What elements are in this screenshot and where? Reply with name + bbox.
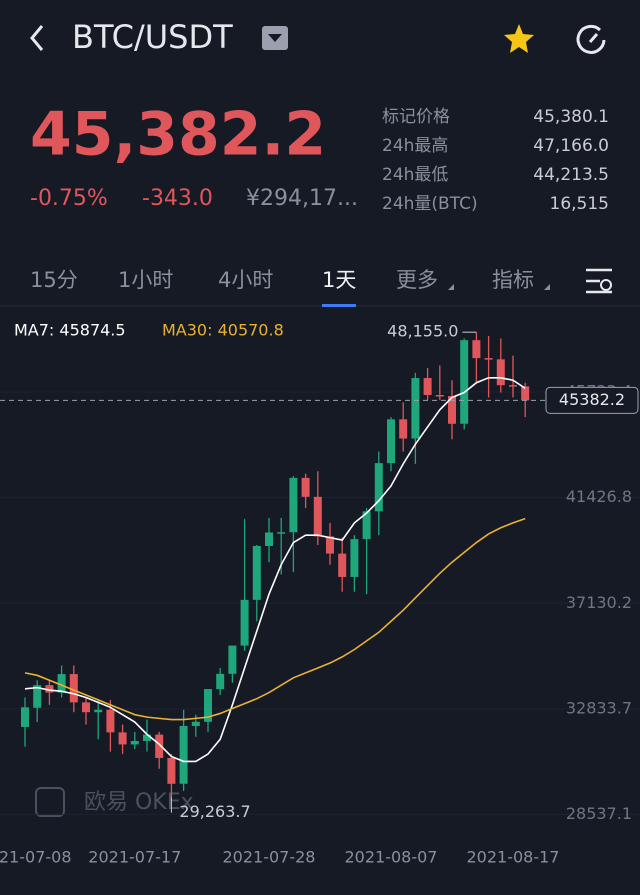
x-tick-label: 2021-07-17 xyxy=(88,848,181,867)
stat-label: 24h量(BTC) xyxy=(382,194,478,214)
candle-body xyxy=(277,532,286,534)
candle-body xyxy=(252,545,261,600)
annotation: 29,263.7 xyxy=(179,802,250,821)
annotation: 48,155.0 xyxy=(387,322,458,341)
tab-caret xyxy=(448,284,454,290)
stat-label: 标记价格 xyxy=(382,107,450,127)
candle-body xyxy=(496,359,505,386)
settings-icon-dot xyxy=(600,279,612,291)
candle-body xyxy=(204,689,212,722)
candle-body xyxy=(118,732,127,745)
candle-body xyxy=(228,645,237,674)
candle-body xyxy=(82,702,90,713)
candle-body xyxy=(301,477,310,497)
stat-value: 45,380.1 xyxy=(533,107,609,127)
x-tick-label: 2021-07-28 xyxy=(223,848,316,867)
tab[interactable]: 15分 xyxy=(30,268,78,292)
y-tick-label: 32833.7 xyxy=(566,698,632,717)
legend-entry: MA30: 40570.8 xyxy=(162,321,284,340)
candle-body xyxy=(106,709,115,733)
candle-body xyxy=(191,721,200,726)
x-tick-label: 2021-08-07 xyxy=(345,848,438,867)
watermark-logo xyxy=(35,787,65,817)
candle-body xyxy=(155,734,164,758)
candle-body xyxy=(326,536,334,554)
x-tick-label: 2021-07-08 xyxy=(0,848,71,867)
candle-body xyxy=(167,757,176,784)
cny-price: ¥294,17... xyxy=(246,186,358,211)
candle-body xyxy=(362,511,371,540)
tab-caret xyxy=(544,284,550,290)
candle-body xyxy=(130,740,139,745)
stat-label: 24h最高 xyxy=(382,136,448,156)
x-tick-label: 2021-08-17 xyxy=(467,848,560,867)
candle-body xyxy=(69,674,78,703)
change-percent: -0.75% xyxy=(30,186,108,211)
stat-value: 16,515 xyxy=(550,194,609,214)
candle-body xyxy=(411,378,420,439)
refresh-icon[interactable] xyxy=(576,24,606,54)
stat-value: 47,166.0 xyxy=(533,136,609,156)
candle-body xyxy=(45,685,54,693)
candle-body xyxy=(350,539,359,577)
candle-body xyxy=(265,532,273,546)
favorite-star[interactable] xyxy=(504,24,534,53)
y-tick-label: 28537.1 xyxy=(566,804,632,823)
candle-body xyxy=(435,395,444,397)
tab[interactable]: 1小时 xyxy=(118,268,173,292)
tab-underline xyxy=(322,304,356,307)
candle-body xyxy=(289,477,298,533)
candle-body xyxy=(94,709,103,713)
candle-body xyxy=(423,378,432,395)
last-price: 45,382.2 xyxy=(30,100,326,170)
tab[interactable]: 更多 xyxy=(396,268,438,292)
candle-body xyxy=(21,707,29,727)
candle-body xyxy=(374,463,383,512)
candle-body xyxy=(33,685,42,708)
tab[interactable]: 4小时 xyxy=(218,268,273,292)
candle-body xyxy=(57,674,66,693)
candle-body xyxy=(313,496,322,537)
candle-body xyxy=(338,553,347,577)
back-button[interactable] xyxy=(30,25,44,51)
candle-body xyxy=(216,673,225,690)
candle-body xyxy=(460,340,469,424)
legend-entry: MA7: 45874.5 xyxy=(14,321,126,340)
candle-body xyxy=(240,599,249,646)
candle-body xyxy=(399,419,408,439)
candle-body xyxy=(143,734,151,741)
candle-body xyxy=(484,358,493,360)
candle-body xyxy=(179,725,188,784)
ma-line xyxy=(24,376,526,763)
candle-body xyxy=(387,419,395,464)
last-price-label: 45382.2 xyxy=(559,390,625,409)
y-tick-label: 41426.8 xyxy=(566,487,632,506)
ma-line xyxy=(24,517,526,721)
settings-icon[interactable] xyxy=(586,268,612,294)
candle-body xyxy=(472,340,481,359)
candle-body xyxy=(521,386,530,401)
tab[interactable]: 1天 xyxy=(322,268,356,292)
dropdown-arrow xyxy=(268,34,282,42)
pair-title[interactable]: BTC/USDT xyxy=(72,18,233,56)
candle-body xyxy=(448,395,456,424)
change-amount: -343.0 xyxy=(142,186,213,211)
last-price-tag xyxy=(545,386,639,414)
stat-value: 44,213.5 xyxy=(533,165,609,185)
stat-label: 24h最低 xyxy=(382,165,448,185)
tab[interactable]: 指标 xyxy=(492,268,534,292)
candle-body xyxy=(509,385,517,387)
y-tick-label: 37130.2 xyxy=(566,593,632,612)
refresh-hand xyxy=(588,33,599,43)
watermark: 欧易 OKEx xyxy=(84,790,194,815)
